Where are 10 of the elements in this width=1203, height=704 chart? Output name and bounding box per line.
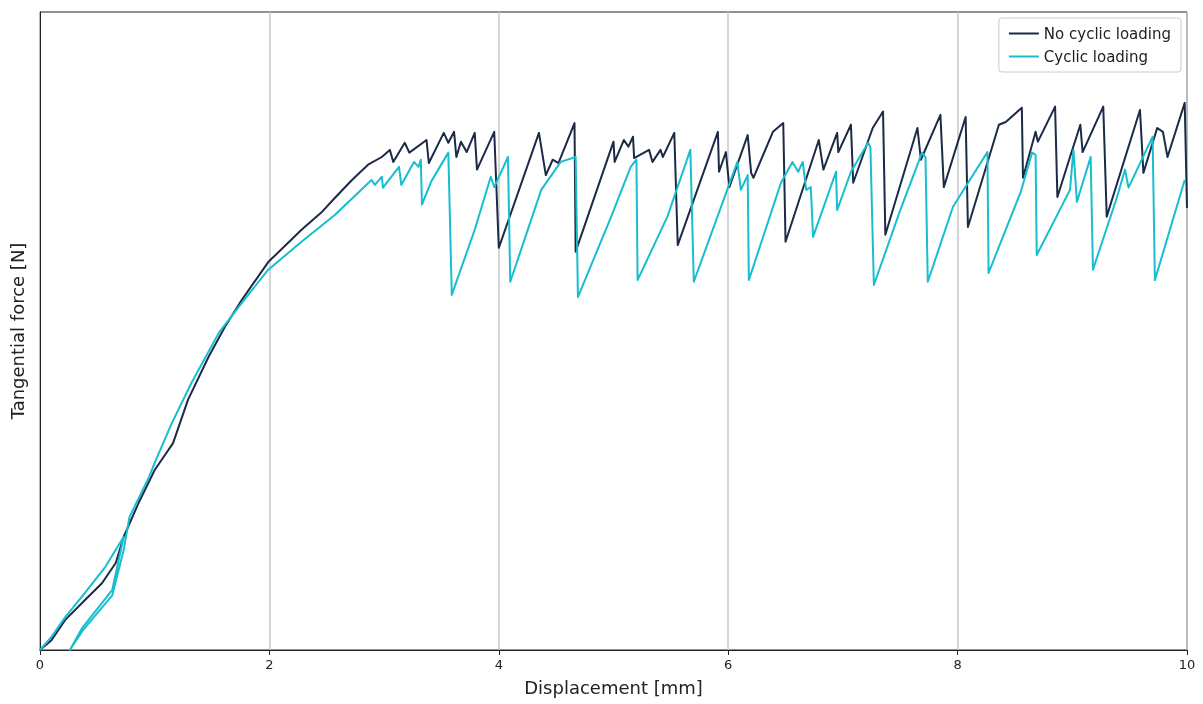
- y-axis-title: Tangential force [N]: [6, 242, 28, 421]
- x-tick-label: 2: [265, 657, 274, 672]
- legend-label: No cyclic loading: [1043, 24, 1172, 43]
- x-tick-label: 8: [953, 657, 962, 672]
- x-axis-title: Displacement [mm]: [524, 676, 703, 698]
- x-tick-label: 4: [494, 657, 503, 672]
- x-tick-label: 0: [35, 657, 45, 672]
- x-tick-label: 10: [1178, 657, 1196, 672]
- legend-label: Cyclic loading: [1043, 47, 1149, 66]
- x-tick-label: 6: [724, 657, 733, 672]
